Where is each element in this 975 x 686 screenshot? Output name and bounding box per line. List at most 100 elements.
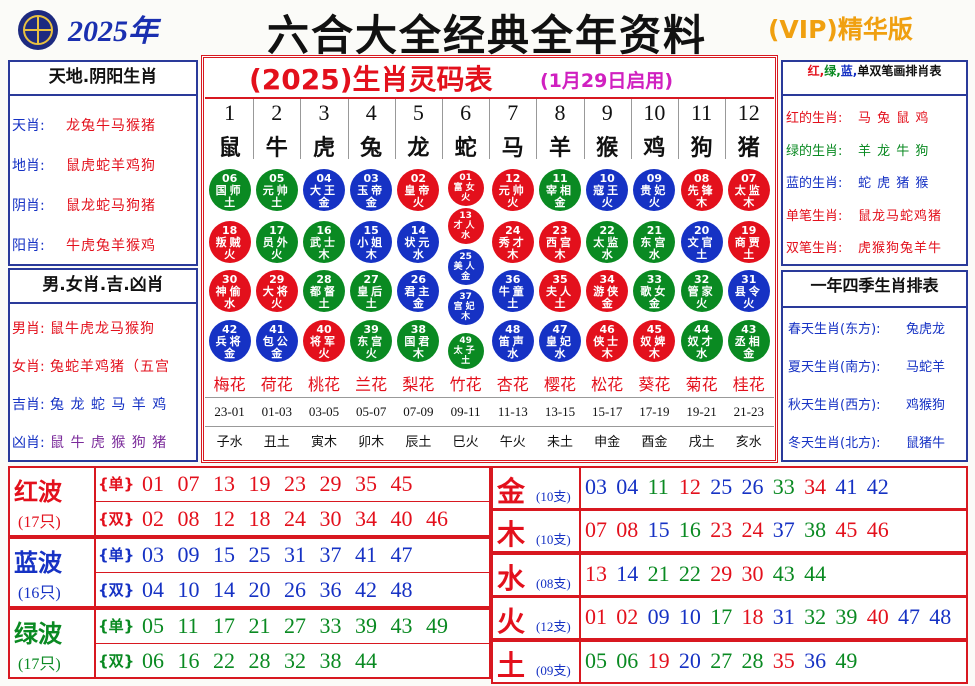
ball-number: 38 — [410, 323, 427, 336]
time: 01-03 — [261, 404, 292, 419]
ball-number: 01 — [459, 173, 472, 183]
ball-name: 元帅 — [262, 184, 291, 197]
element-row — [491, 596, 968, 641]
ball: 14 状元水 — [397, 221, 440, 263]
row-value: 马蛇羊 — [906, 360, 946, 375]
panel — [781, 270, 968, 462]
element-count: (08支) — [536, 575, 571, 591]
title-part: 绿, — [824, 64, 841, 78]
ball: 01 富女火 — [447, 170, 484, 206]
wave-number: 12 — [213, 506, 235, 531]
ball-element: 土 — [507, 297, 519, 310]
ball-name: 奴婢 — [640, 335, 669, 348]
row-label: 天肖: — [12, 118, 45, 134]
ball-element: 火 — [224, 248, 236, 261]
element-number: 14 — [616, 560, 639, 586]
ball-number: 20 — [693, 224, 710, 237]
ball-number: 32 — [693, 273, 710, 286]
element-number: 35 — [772, 647, 795, 673]
ball-number: 18 — [221, 224, 238, 237]
wave-sep — [96, 501, 491, 502]
wave-number: 41 — [355, 542, 377, 567]
ball-number: 12 — [505, 172, 521, 185]
element-sep — [579, 509, 581, 554]
row-value: 鸡猴狗 — [906, 398, 946, 413]
element-number: 30 — [741, 560, 764, 586]
ball-element: 木 — [601, 347, 613, 360]
row-value: 鼠牛虎龙马猴狗 — [50, 321, 155, 337]
ball-name: 宫妃 — [453, 302, 478, 312]
element-number: 29 — [710, 560, 733, 586]
ball: 08 先锋木 — [680, 169, 723, 211]
flower: 兰花 — [355, 375, 388, 394]
ball: 49 太子土 — [447, 333, 484, 369]
ball: 16 武士木 — [303, 221, 345, 263]
branch: 戌土 — [688, 435, 715, 450]
ball-number: 35 — [552, 273, 568, 286]
col-line — [678, 99, 679, 159]
row-label: 蓝的生肖: — [786, 176, 843, 191]
ball: 07 太监木 — [727, 169, 770, 211]
wave-number: 26 — [284, 577, 306, 602]
wave-tag: {单} — [98, 546, 135, 564]
ball-number: 17 — [269, 224, 285, 237]
ball-number: 22 — [599, 224, 615, 237]
ball-element: 木 — [318, 248, 330, 261]
element-number: 10 — [678, 604, 701, 630]
ball: 41 包公金 — [255, 320, 298, 362]
ball-number: 30 — [221, 273, 238, 286]
ball-element: 水 — [696, 347, 708, 360]
ball-name: 富女 — [453, 183, 478, 193]
ball: 12 元帅火 — [491, 169, 534, 211]
ball: 35 夫人土 — [539, 270, 581, 312]
ball-number: 07 — [741, 172, 757, 185]
wave-number: 36 — [319, 577, 342, 602]
element-number: 45 — [835, 517, 858, 543]
time: 09-11 — [450, 404, 481, 419]
ball-number: 27 — [363, 273, 379, 286]
element-number: 34 — [804, 474, 827, 499]
ball-number: 42 — [221, 323, 238, 336]
col-index: 3 — [318, 100, 330, 125]
row-value: 鼠龙蛇马狗猪 — [66, 198, 156, 214]
ball-name: 将军 — [310, 335, 338, 348]
ball-element: 火 — [271, 297, 283, 310]
ball-name: 皇帝 — [404, 184, 433, 197]
row-value: 牛虎兔羊猴鸡 — [66, 238, 156, 254]
ball-name: 包公 — [262, 335, 291, 348]
wave-number: 30 — [319, 506, 342, 531]
branch: 午火 — [499, 435, 526, 450]
element-number: 17 — [710, 604, 733, 630]
wave-number: 28 — [248, 648, 271, 673]
col-index: 7 — [507, 100, 519, 125]
element-number: 31 — [772, 604, 795, 630]
col-line — [347, 99, 349, 159]
ball: 06 国师土 — [208, 169, 251, 211]
ball: 36 牛童土 — [491, 270, 534, 312]
logo — [18, 10, 58, 50]
col-line — [253, 99, 255, 159]
ball: 37 宫妃木 — [447, 289, 484, 325]
ball-element: 土 — [743, 248, 755, 261]
ball-element: 土 — [365, 297, 377, 310]
element-number: 11 — [647, 474, 669, 499]
ball: 44 奴才水 — [680, 320, 723, 362]
time: 19-21 — [686, 404, 717, 419]
ball: 21 东宫水 — [633, 221, 676, 263]
element-number: 32 — [804, 604, 827, 630]
col-line — [536, 99, 538, 159]
ball: 04 大王金 — [303, 169, 345, 211]
element-number: 16 — [678, 517, 701, 543]
ball-name: 西宫 — [546, 236, 574, 249]
wave-number: 05 — [142, 613, 164, 638]
ball: 32 管家火 — [680, 270, 723, 312]
element-row — [491, 466, 968, 510]
ball-name: 夫人 — [546, 285, 574, 298]
col-index: 4 — [365, 100, 377, 125]
element-number: 38 — [804, 517, 827, 543]
ball-number: 06 — [221, 172, 238, 185]
wave-number: 46 — [426, 506, 448, 531]
ball-name: 牛童 — [498, 285, 527, 298]
row-label: 绿的生肖: — [786, 143, 843, 159]
ball-name: 叛贼 — [215, 236, 244, 249]
